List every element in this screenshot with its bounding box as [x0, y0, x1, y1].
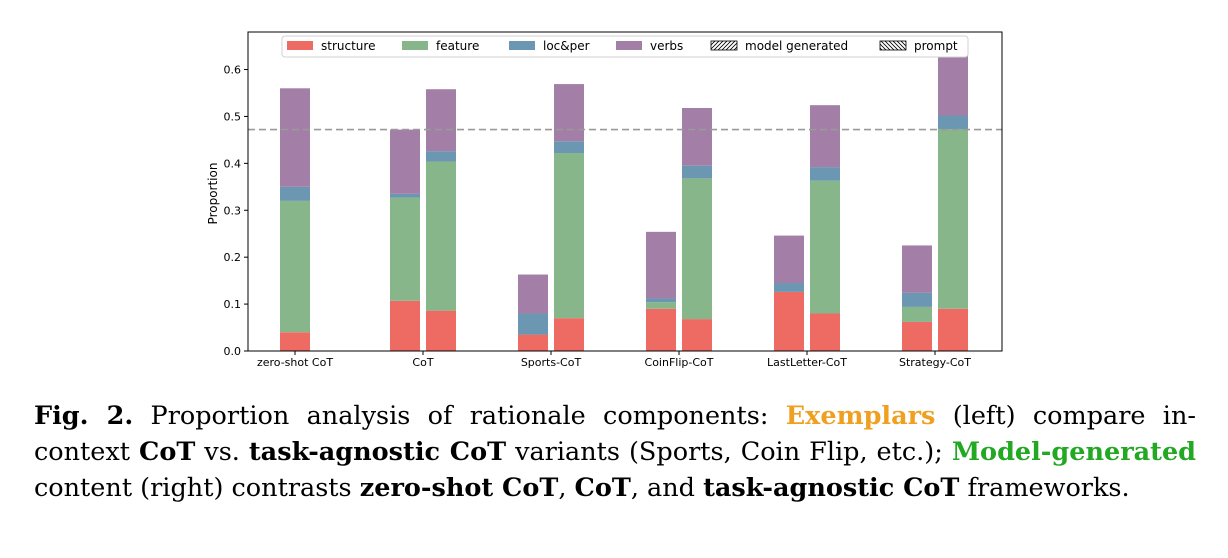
- bar-segment-verbs-sports-cot-prompt: [518, 274, 548, 314]
- y-tick-label: 0.5: [224, 110, 242, 123]
- bar-segment-structure-coinflip-cot-prompt: [646, 308, 676, 351]
- bar-segment-verbs-zero-shot-cot-model-generated: [280, 88, 310, 187]
- bar-segment-verbs-cot-model-generated: [426, 89, 456, 152]
- y-axis-title: Proportion: [206, 163, 220, 225]
- x-tick-label: Sports-CoT: [521, 356, 582, 369]
- legend-label-model-generated: model generated: [745, 39, 848, 53]
- y-tick-label: 0.4: [224, 157, 242, 170]
- legend-swatch-hatch-model-generated: [711, 41, 737, 50]
- x-tick-label: CoinFlip-CoT: [645, 356, 714, 369]
- bar-segment-verbs-coinflip-cot-prompt: [646, 231, 676, 299]
- caption-task-agnostic-2: task-agnostic CoT: [703, 473, 960, 503]
- bar-segment-verbs-cot-prompt: [390, 129, 420, 194]
- x-tick-label: CoT: [412, 356, 433, 369]
- caption-text-3: vs.: [195, 437, 249, 467]
- y-tick-label: 0.0: [224, 345, 242, 358]
- bar-segment-loc-per-lastletter-cot-prompt: [774, 282, 804, 292]
- x-tick-label: Strategy-CoT: [899, 356, 971, 369]
- bar-segment-structure-cot-prompt: [390, 300, 420, 351]
- legend: structure feature loc&per verbs model genera…: [281, 35, 969, 58]
- bar-segment-loc-per-zero-shot-cot-model-generated: [280, 186, 310, 201]
- caption-cot-2: CoT: [574, 473, 631, 503]
- figure-caption: Fig. 2. Proportion analysis of rationale…: [34, 398, 1196, 506]
- plot-frame: [247, 31, 1003, 352]
- bar-segment-structure-sports-cot-prompt: [518, 334, 548, 351]
- caption-text-1: Proportion analysis of rationale compone…: [133, 401, 786, 431]
- bar-segment-feature-lastletter-cot-model-generated: [810, 180, 840, 314]
- bar-segment-verbs-lastletter-cot-model-generated: [810, 105, 840, 168]
- bar-segment-verbs-strategy-cot-model-generated: [938, 46, 968, 116]
- caption-text-5: content (right) contrasts: [34, 473, 360, 503]
- bar-segment-feature-zero-shot-cot-model-generated: [280, 200, 310, 333]
- bar-segment-loc-per-sports-cot-model-generated: [554, 141, 584, 154]
- bar-segment-loc-per-sports-cot-prompt: [518, 313, 548, 335]
- y-tick-label: 0.6: [224, 64, 242, 77]
- bar-segment-loc-per-coinflip-cot-model-generated: [682, 165, 712, 179]
- bar-segment-structure-strategy-cot-model-generated: [938, 308, 968, 351]
- legend-label-feature: feature: [436, 39, 479, 53]
- bar-segment-verbs-sports-cot-model-generated: [554, 84, 584, 142]
- legend-label-loc-per: loc&per: [543, 39, 590, 53]
- bar-segment-feature-coinflip-cot-prompt: [646, 302, 676, 309]
- caption-text-6: ,: [558, 473, 575, 503]
- caption-zero-shot: zero-shot CoT: [359, 473, 559, 503]
- bar-segment-feature-coinflip-cot-model-generated: [682, 178, 712, 320]
- bar-segment-structure-strategy-cot-prompt: [902, 321, 932, 351]
- y-tick-label: 0.3: [224, 204, 242, 217]
- caption-text-2: (left) compare in-context: [34, 401, 1197, 467]
- bar-segment-verbs-coinflip-cot-model-generated: [682, 107, 712, 166]
- y-tick-label: 0.1: [224, 298, 242, 311]
- plot-area: 0.0 0.1 0.2 0.3 0.4 0.5 0.6 Proportion zero-shot…: [206, 31, 1003, 369]
- x-tick-label: zero-shot CoT: [257, 356, 333, 369]
- y-tick-label: 0.2: [224, 251, 242, 264]
- legend-label-verbs: verbs: [650, 39, 683, 53]
- bar-segment-structure-lastletter-cot-prompt: [774, 291, 804, 351]
- legend-label-prompt: prompt: [914, 39, 958, 53]
- legend-swatch-verbs: [616, 41, 642, 50]
- bar-segment-feature-cot-prompt: [390, 197, 420, 301]
- bar-segment-feature-strategy-cot-prompt: [902, 306, 932, 322]
- bar-segment-loc-per-lastletter-cot-model-generated: [810, 167, 840, 181]
- caption-text-4: variants (Sports, Coin Flip, etc.);: [506, 437, 952, 467]
- x-tick-label: LastLetter-CoT: [767, 356, 847, 369]
- bar-segment-structure-coinflip-cot-model-generated: [682, 319, 712, 351]
- bar-segment-feature-strategy-cot-model-generated: [938, 129, 968, 309]
- bar-segment-structure-lastletter-cot-model-generated: [810, 313, 840, 351]
- caption-task-agnostic-1: task-agnostic CoT: [248, 437, 507, 467]
- caption-text-7: , and: [630, 473, 704, 503]
- bar-segment-loc-per-cot-prompt: [390, 193, 420, 198]
- caption-fig-label: Fig. 2.: [34, 401, 134, 431]
- bar-segment-loc-per-strategy-cot-model-generated: [938, 115, 968, 130]
- bar-segment-structure-sports-cot-model-generated: [554, 318, 584, 351]
- bar-segment-loc-per-coinflip-cot-prompt: [646, 298, 676, 303]
- caption-exemplars: Exemplars: [785, 401, 936, 431]
- legend-swatch-structure: [287, 41, 313, 50]
- bar-segment-verbs-strategy-cot-prompt: [902, 245, 932, 293]
- bar-segment-loc-per-cot-model-generated: [426, 151, 456, 162]
- bar-segment-loc-per-strategy-cot-prompt: [902, 292, 932, 307]
- bar-segment-structure-zero-shot-cot-model-generated: [280, 332, 310, 351]
- bar-segment-verbs-lastletter-cot-prompt: [774, 235, 804, 283]
- caption-text-8: frameworks.: [959, 473, 1130, 503]
- bar-segment-structure-cot-model-generated: [426, 310, 456, 351]
- bar-segment-feature-cot-model-generated: [426, 161, 456, 311]
- legend-swatch-loc-per: [509, 41, 535, 50]
- bar-segment-feature-sports-cot-model-generated: [554, 153, 584, 319]
- legend-swatch-feature: [402, 41, 428, 50]
- legend-label-structure: structure: [321, 39, 375, 53]
- caption-cot-1: CoT: [139, 437, 196, 467]
- legend-swatch-hatch-prompt: [880, 41, 906, 50]
- caption-model-generated: Model-generated: [951, 437, 1196, 467]
- stacked-bar-chart: 0.0 0.1 0.2 0.3 0.4 0.5 0.6 Proportion zero-shot…: [206, 31, 1003, 369]
